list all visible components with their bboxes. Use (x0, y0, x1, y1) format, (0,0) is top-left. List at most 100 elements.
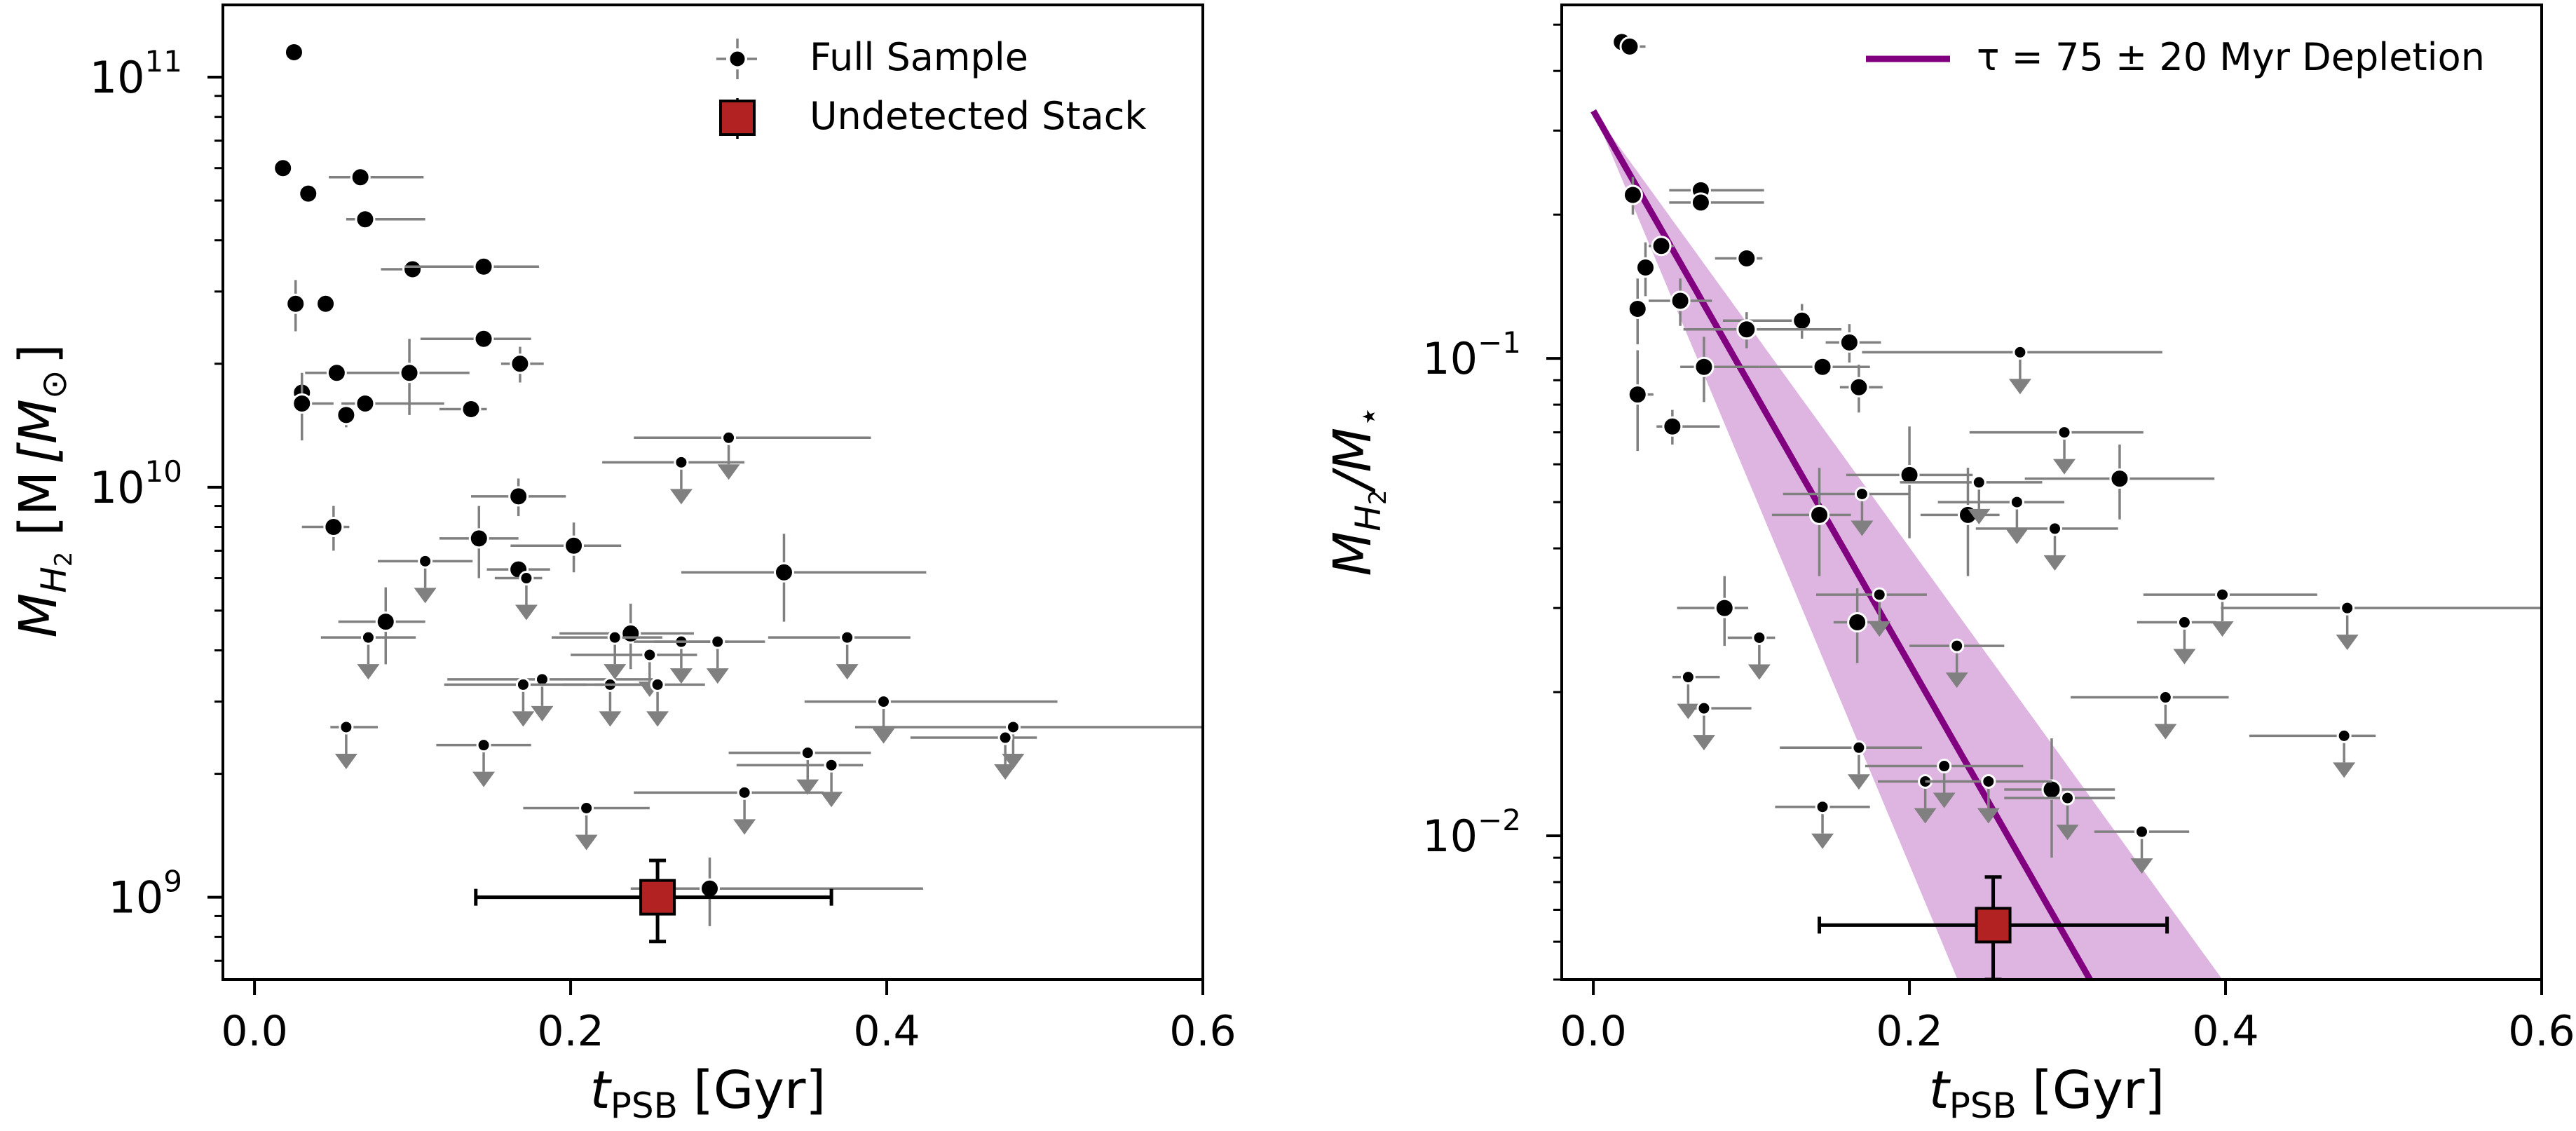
left-x-axis-label: tPSB [Gyr] (590, 1060, 826, 1126)
right-legend: τ = 75 ± 20 Myr Depletion (1866, 35, 2485, 79)
upper-limit-point (2057, 425, 2072, 440)
data-point (1714, 597, 1735, 618)
upper-limit-point (476, 738, 491, 753)
data-point (1792, 310, 1813, 331)
upper-limit-point (1815, 799, 1830, 815)
upper-limit-arrow (1002, 753, 1025, 769)
left-x-tick-label: 0.2 (537, 1007, 604, 1056)
upper-limit-point (840, 630, 855, 645)
right-axes: 0.0 0.2 0.4 0.6 10−2 10−1 (1422, 23, 2575, 1056)
left-y-tick-label: 1010 (90, 454, 182, 513)
upper-limit-point (1854, 486, 1869, 501)
data-point (1839, 332, 1860, 353)
upper-limit-arrow (2056, 825, 2079, 841)
upper-limit-point (515, 677, 531, 692)
data-point (355, 393, 376, 414)
depletion-model-line (1590, 109, 2094, 980)
left-axes: 0.0 0.2 0.4 0.6 109 1010 1011 (90, 44, 1236, 1056)
data-point (508, 486, 529, 507)
data-point (1690, 192, 1711, 213)
data-point (1848, 377, 1869, 398)
upper-limit-arrow (872, 728, 895, 744)
upper-limit-point (997, 730, 1013, 745)
data-point (350, 167, 371, 188)
upper-limit-point (2012, 344, 2028, 360)
upper-limit-point (2336, 728, 2352, 743)
upper-limit-arrow (334, 753, 357, 769)
upper-limit-arrow (1811, 833, 1834, 849)
data-point (2041, 779, 2062, 800)
upper-limit-point (2009, 494, 2024, 510)
upper-limit-arrow (357, 664, 380, 680)
data-point (1809, 504, 1830, 525)
left-plot-frame (222, 4, 1204, 981)
data-point (375, 611, 396, 632)
upper-limit-point (579, 800, 594, 815)
right-y-axis-label: MH2/M⋆ (1323, 405, 1392, 576)
upper-limit-point (519, 571, 534, 586)
upper-limit-arrow (2008, 379, 2031, 395)
upper-limit-point (2340, 600, 2355, 616)
upper-limit-arrow (1851, 520, 1874, 536)
left-x-tick-label: 0.4 (853, 1007, 920, 1056)
right-plot-frame (1560, 4, 2543, 981)
data-point (355, 209, 376, 230)
right-panel: 0.0 0.2 0.4 0.6 10−2 10−1 tPSB [Gyr] MH2/M⋆ τ … (1323, 4, 2575, 1126)
data-point (298, 183, 319, 204)
legend-full-sample-label: Full Sample (810, 35, 1028, 79)
depletion-uncertainty-band (1593, 111, 2223, 980)
upper-limit-point (607, 630, 622, 645)
upper-limit-point (2176, 615, 2192, 630)
left-legend: Full Sample Undetected Stack (716, 35, 1147, 139)
left-y-tick-label: 1011 (90, 44, 182, 103)
upper-limit-arrow (2043, 555, 2066, 571)
upper-limit-arrow (2333, 762, 2356, 778)
upper-limit-arrow (514, 604, 538, 621)
upper-limit-arrow (820, 792, 843, 808)
upper-limit-arrow (472, 771, 496, 787)
upper-limit-arrow (531, 705, 554, 722)
data-point (283, 41, 304, 62)
upper-limit-arrow (2211, 621, 2234, 637)
left-data-layer (273, 41, 1203, 944)
upper-limit-point (2158, 690, 2173, 705)
upper-limit-arrow (1933, 792, 1956, 808)
upper-limit-arrow (796, 779, 819, 795)
data-point (473, 328, 494, 349)
data-point (1670, 290, 1691, 311)
left-y-axis-label: MH2[M[M⊙] (8, 344, 78, 637)
upper-limit-point (360, 630, 376, 645)
upper-limit-point (1752, 630, 1767, 645)
upper-limit-arrow (414, 588, 437, 604)
upper-limit-arrow (836, 664, 859, 680)
legend-stack-label: Undetected Stack (810, 94, 1147, 138)
upper-limit-arrow (669, 668, 693, 684)
upper-limit-point (800, 745, 815, 761)
data-point (510, 353, 531, 374)
right-x-tick-label: 0.2 (1876, 1007, 1942, 1056)
data-point (1736, 319, 1757, 340)
data-point (2109, 468, 2130, 489)
data-point (273, 158, 294, 179)
upper-limit-point (1872, 587, 1887, 602)
left-x-tick-label: 0.0 (221, 1007, 287, 1056)
upper-limit-point (824, 757, 839, 773)
upper-limit-arrow (1914, 808, 1937, 824)
data-point (402, 259, 423, 280)
data-point (285, 293, 306, 314)
upper-limit-arrow (669, 489, 693, 505)
data-point (564, 535, 585, 556)
data-point (1651, 236, 1672, 257)
upper-limit-point (1680, 670, 1696, 685)
upper-limit-point (710, 634, 725, 649)
upper-limit-point (418, 553, 433, 569)
upper-limit-arrow (2336, 635, 2359, 651)
upper-limit-arrow (1977, 808, 2000, 824)
upper-limit-arrow (2154, 724, 2177, 740)
upper-limit-arrow (1677, 703, 1700, 719)
upper-limit-arrow (1747, 664, 1771, 680)
data-point (1847, 612, 1868, 633)
upper-limit-point (1696, 700, 1712, 716)
right-model-band (1590, 109, 2223, 980)
